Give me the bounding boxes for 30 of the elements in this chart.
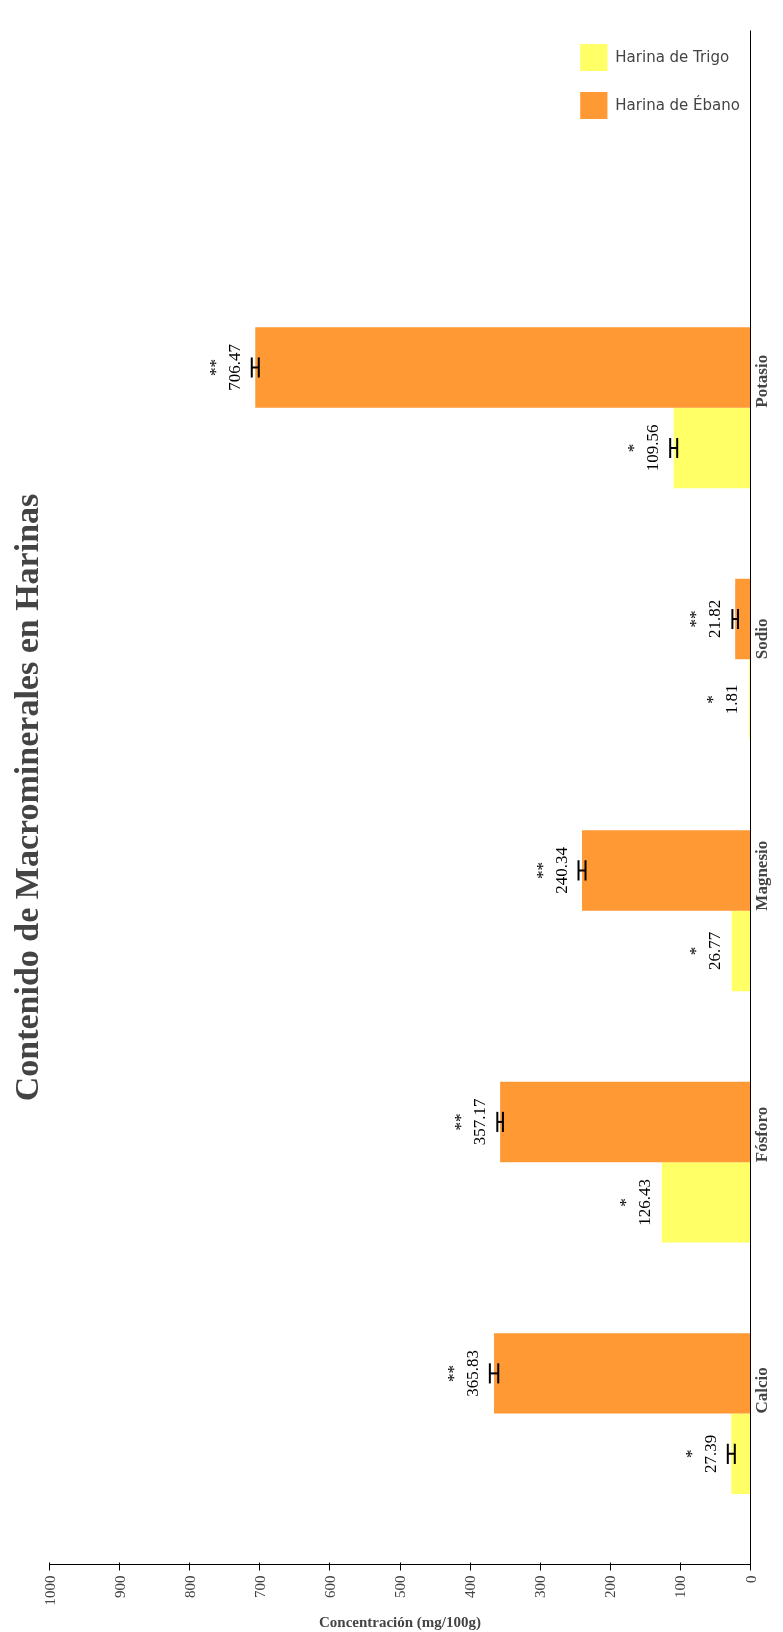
x-tick-label: 400 <box>462 1575 479 1598</box>
x-tick-label: 800 <box>181 1575 198 1598</box>
x-tick-label: 900 <box>111 1575 128 1598</box>
y-tick-label: Sodio <box>752 618 771 660</box>
data-label: ** 240.34 <box>532 846 571 894</box>
data-label: ** 21.82 <box>686 599 725 639</box>
x-tick-label: 200 <box>602 1575 619 1598</box>
text: Contenido de Macrominerales en Harinas <box>7 493 45 1102</box>
x-tick-label: 600 <box>321 1575 338 1598</box>
data-label: ** 357.17 <box>451 1098 490 1146</box>
legend-label: Harina de Ébano <box>615 96 740 114</box>
y-tick-label: Calcio <box>752 1367 771 1414</box>
y-tick-label: Potasio <box>752 354 771 408</box>
data-label: * 109.56 <box>624 424 663 472</box>
data-label: * 126.43 <box>615 1179 654 1226</box>
data-label: * 26.77 <box>685 931 724 971</box>
x-tick-label: 500 <box>392 1575 408 1598</box>
y-tick-label: Magnesio <box>752 840 771 911</box>
legend-label: Harina de Trigo <box>615 48 730 66</box>
x-tick-label: 1000 <box>41 1575 58 1606</box>
x-tick-label: 0 <box>742 1575 759 1583</box>
y-tick-label: Fósforo <box>752 1106 771 1163</box>
x-tick-label: 100 <box>672 1575 689 1598</box>
x-tick-label: 700 <box>251 1575 268 1598</box>
data-label: ** 365.83 <box>443 1350 482 1397</box>
data-label: ** 706.47 <box>205 343 244 391</box>
data-label: * 1.81 <box>703 684 742 715</box>
x-axis-title: Concentración (mg/100g) <box>318 1613 482 1631</box>
x-tick-label: 300 <box>532 1575 549 1598</box>
data-label: * 27.39 <box>681 1434 720 1473</box>
